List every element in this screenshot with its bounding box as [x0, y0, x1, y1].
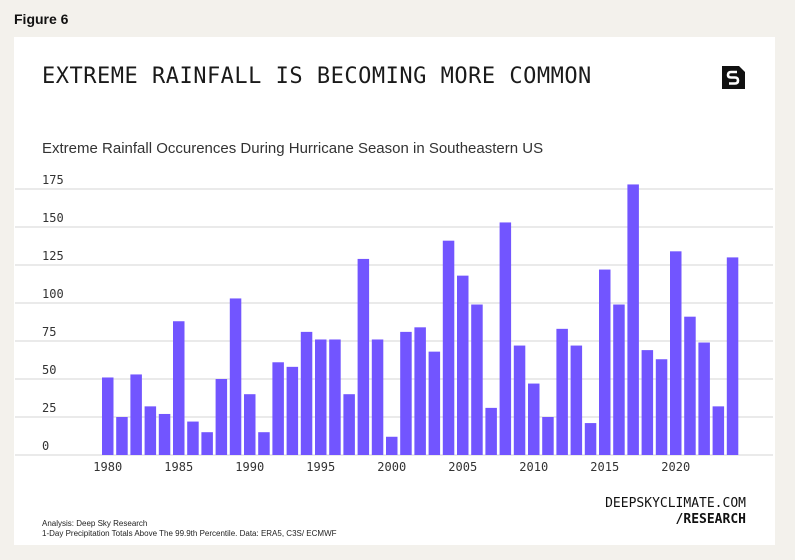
bar-2024: [726, 257, 739, 455]
y-tick-label: 75: [42, 325, 56, 339]
bar-chart: 0 25 50 75 100 125 150 175 1980 1985 1990 1995 2000 2…: [15, 173, 773, 474]
bar-2009: [513, 345, 526, 455]
y-tick-label: 0: [42, 439, 49, 453]
bar-2018: [641, 350, 654, 455]
brand-line-2: /RESEARCH: [675, 512, 746, 527]
x-tick-label: 1980: [93, 460, 122, 474]
bar-1987: [201, 432, 213, 455]
bar-1990: [244, 394, 256, 455]
bar-2016: [613, 304, 625, 455]
bar-1986: [187, 421, 199, 455]
chart-subtitle: Extreme Rainfall Occurences During Hurri…: [42, 140, 544, 157]
x-tick-label: 2000: [377, 460, 406, 474]
bar-2022: [698, 342, 710, 455]
y-tick-label: 100: [42, 287, 64, 301]
bar-2019: [655, 359, 668, 455]
bar-2006: [471, 304, 483, 455]
bar-1988: [215, 379, 228, 455]
bar-2017: [627, 184, 639, 455]
y-tick-label: 25: [42, 401, 56, 415]
bar-1992: [272, 362, 284, 455]
deep-sky-logo-icon: [722, 66, 745, 89]
bar-1982: [130, 374, 142, 455]
bar-1997: [343, 394, 355, 455]
bar-1999: [371, 339, 384, 455]
bar-2015: [599, 269, 611, 455]
y-tick-label: 175: [42, 173, 64, 187]
x-tick-label: 2020: [661, 460, 690, 474]
bar-2008: [499, 222, 512, 455]
bar-2005: [457, 275, 469, 455]
bar-2000: [386, 436, 398, 455]
chart-title: EXTREME RAINFALL IS BECOMING MORE COMMON: [42, 64, 592, 89]
bar-1984: [158, 413, 171, 455]
bar-1981: [116, 417, 128, 455]
x-tick-label: 1985: [164, 460, 193, 474]
bar-1991: [258, 432, 270, 455]
bar-1985: [173, 321, 185, 455]
bar-2007: [485, 407, 497, 455]
bar-1989: [229, 298, 242, 455]
bar-1994: [300, 331, 313, 455]
bar-2011: [542, 417, 554, 455]
bar-1983: [144, 406, 157, 455]
bar-2012: [556, 328, 568, 455]
y-tick-label: 150: [42, 211, 64, 225]
bar-2013: [570, 345, 583, 455]
data-note: 1-Day Precipitation Totals Above The 99.…: [42, 529, 337, 538]
bar-2014: [584, 423, 597, 455]
x-tick-label: 2015: [590, 460, 619, 474]
bar-2010: [528, 383, 540, 455]
bar-1995: [315, 339, 327, 455]
brand-line-1: DEEPSKYCLIMATE.COM: [605, 496, 746, 511]
bar-2002: [414, 327, 426, 455]
x-tick-label: 1995: [306, 460, 335, 474]
bar-1993: [286, 366, 299, 455]
brand-url[interactable]: DEEPSKYCLIMATE.COM /RESEARCH: [605, 496, 746, 528]
bar-1998: [357, 258, 370, 455]
x-tick-label: 1990: [235, 460, 264, 474]
x-tick-label: 2010: [519, 460, 548, 474]
bar-2021: [684, 316, 696, 455]
bar-1996: [329, 339, 341, 455]
bar-2004: [442, 240, 455, 455]
bar-2001: [400, 331, 412, 455]
bar-2003: [428, 351, 441, 455]
bar-2023: [712, 406, 725, 455]
y-tick-label: 125: [42, 249, 64, 263]
x-tick-label: 2005: [448, 460, 477, 474]
analysis-note: Analysis: Deep Sky Research: [42, 519, 148, 528]
chart-card: EXTREME RAINFALL IS BECOMING MORE COMMON…: [14, 37, 775, 545]
source-notes: Analysis: Deep Sky Research 1-Day Precip…: [42, 519, 337, 539]
y-tick-label: 50: [42, 363, 56, 377]
figure-label: Figure 6: [14, 11, 69, 27]
bar-1980: [102, 377, 114, 455]
bar-2020: [670, 251, 682, 455]
